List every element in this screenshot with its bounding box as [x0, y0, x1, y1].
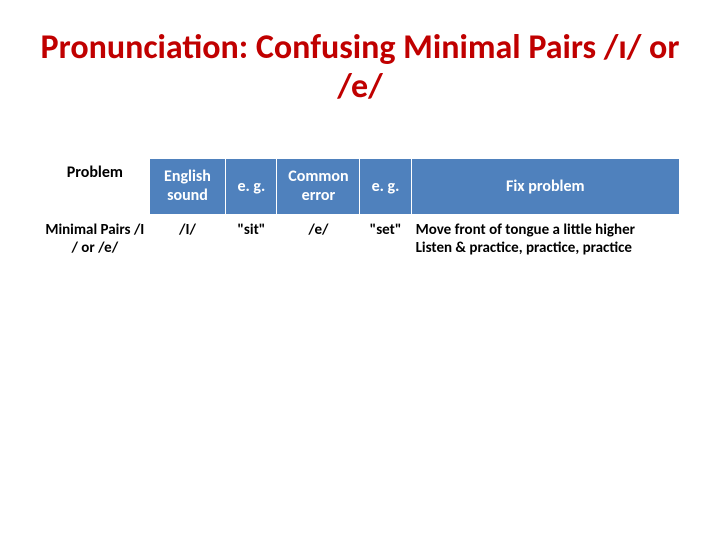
col-header-sound: English sound — [149, 159, 226, 214]
slide: Pronunciation: Confusing Minimal Pairs /… — [0, 0, 720, 540]
cell-fix: Move front of tongue a little higherList… — [411, 214, 679, 299]
col-header-problem: Problem — [41, 159, 150, 214]
table-row: Minimal Pairs /I / or /e/ /I/ "sit" /e/ … — [41, 214, 680, 299]
col-header-eg1: e. g. — [226, 159, 277, 214]
cell-problem: Minimal Pairs /I / or /e/ — [41, 214, 150, 299]
pronunciation-table: Problem English sound e. g. Common error… — [40, 158, 680, 299]
table-header: Problem English sound e. g. Common error… — [41, 159, 680, 214]
col-header-fix: Fix problem — [411, 159, 679, 214]
cell-sound: /I/ — [149, 214, 226, 299]
col-header-common: Common error — [277, 159, 360, 214]
cell-common: /e/ — [277, 214, 360, 299]
slide-title: Pronunciation: Confusing Minimal Pairs /… — [40, 28, 680, 106]
col-header-eg2: e. g. — [360, 159, 411, 214]
cell-eg2: "set" — [360, 214, 411, 299]
cell-eg1: "sit" — [226, 214, 277, 299]
